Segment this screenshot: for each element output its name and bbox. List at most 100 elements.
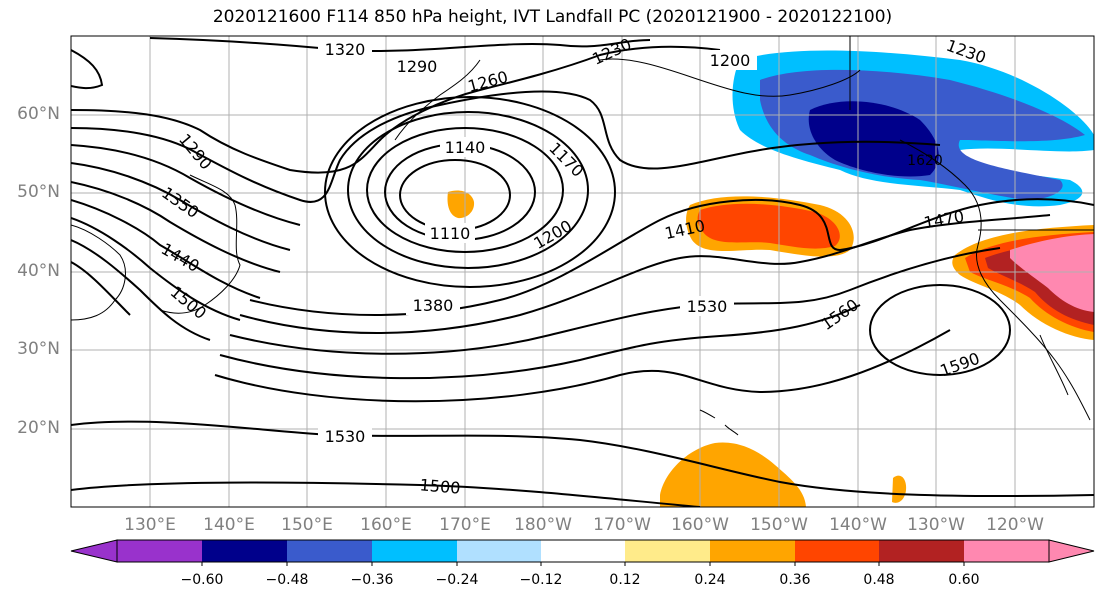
coastline-alaska xyxy=(599,58,861,97)
lat-label: 40°N xyxy=(17,261,60,281)
svg-text:1470: 1470 xyxy=(922,207,965,233)
contour-label: 1260 xyxy=(466,67,510,96)
svg-text:1560: 1560 xyxy=(818,295,862,334)
coastline-north-america xyxy=(899,139,1091,421)
svg-text:1260: 1260 xyxy=(466,67,510,96)
ivt-negative-region-core xyxy=(808,101,939,177)
lon-label: 150°W xyxy=(750,515,808,535)
lat-label: 50°N xyxy=(17,182,60,202)
svg-text:1350: 1350 xyxy=(158,183,202,222)
coastline-hawaii xyxy=(699,409,739,436)
ivt-positive-westus-pink xyxy=(1010,234,1094,312)
lat-label: 20°N xyxy=(17,418,60,438)
colorbar-tick-label: −0.24 xyxy=(435,572,479,588)
contour-line xyxy=(71,144,301,226)
colorbar-tick-label: 0.48 xyxy=(863,572,895,588)
contour-label: 1560 xyxy=(818,295,862,334)
lon-label: 180°W xyxy=(514,515,572,535)
colorbar-extend-low xyxy=(70,539,118,563)
contour-line xyxy=(249,198,1094,316)
svg-text:1530: 1530 xyxy=(325,427,366,446)
ivt-positive-midpacific-core xyxy=(697,203,840,249)
lon-label: 120°W xyxy=(986,515,1044,535)
svg-text:1200: 1200 xyxy=(710,51,751,70)
coastline-asia xyxy=(71,224,126,321)
lon-label: 140°W xyxy=(829,515,887,535)
colorbar-bin xyxy=(625,540,710,562)
coastlines xyxy=(71,36,1094,436)
svg-text:1380: 1380 xyxy=(413,296,454,315)
lon-label: 170°E xyxy=(439,515,491,535)
contour-line xyxy=(71,239,211,341)
colorbar-tick-marks xyxy=(201,562,965,566)
colorbar-tick-label: 0.24 xyxy=(694,572,726,588)
contour-line xyxy=(71,45,721,174)
colorbar-tick-label: −0.48 xyxy=(265,572,309,588)
colorbar-bin xyxy=(541,540,625,562)
contour-label: 1380 xyxy=(406,295,460,315)
colorbar-tick-label: −0.60 xyxy=(180,572,224,588)
contour-label: 1320 xyxy=(318,39,372,59)
contour-label: 1350 xyxy=(158,183,202,222)
contour-label: 1590 xyxy=(937,349,982,381)
svg-text:1320: 1320 xyxy=(325,40,366,59)
contour-label: 1530 xyxy=(680,296,734,316)
contour-line xyxy=(71,199,261,299)
contour-line xyxy=(71,181,281,273)
gridlines xyxy=(71,36,1094,507)
svg-text:1500: 1500 xyxy=(419,475,461,497)
colorbar xyxy=(70,539,1095,566)
contour-label: 1470 xyxy=(922,207,965,233)
svg-text:1590: 1590 xyxy=(937,349,982,381)
contour-line xyxy=(219,304,861,380)
contour-label: 1230 xyxy=(589,34,634,68)
svg-text:1500: 1500 xyxy=(167,282,210,323)
contour-line xyxy=(214,329,951,403)
colorbar-bin xyxy=(795,540,879,562)
contour-line xyxy=(71,481,701,507)
contour-label: 1500 xyxy=(419,475,461,497)
colorbar-bin xyxy=(964,540,1049,562)
colorbar-tick-label: 0.36 xyxy=(779,572,811,588)
contour-line xyxy=(71,261,131,316)
coastline-baja xyxy=(1039,334,1069,396)
contour-line xyxy=(71,162,291,251)
contour-label: 1290 xyxy=(390,56,444,76)
height-contours xyxy=(71,37,1094,507)
contour-line xyxy=(229,247,1001,355)
svg-text:1290: 1290 xyxy=(397,57,438,76)
svg-text:1200: 1200 xyxy=(530,216,575,253)
contour-label: 1620 xyxy=(907,153,943,169)
map-title: 2020121600 F114 850 hPa height, IVT Land… xyxy=(212,7,893,27)
contour-line xyxy=(71,49,104,90)
lon-label: 150°E xyxy=(281,515,333,535)
svg-text:1230: 1230 xyxy=(589,34,634,68)
contour-label: 1440 xyxy=(158,239,203,276)
colorbar-bin xyxy=(710,540,795,562)
contour-label: 1140 xyxy=(440,137,490,157)
svg-text:1440: 1440 xyxy=(158,239,203,276)
contour-label: 1500 xyxy=(167,282,210,323)
svg-text:1110: 1110 xyxy=(430,224,471,243)
coastline-kamchatka xyxy=(394,59,481,141)
colorbar-bin xyxy=(117,540,202,562)
colorbar-bin xyxy=(879,540,964,562)
colorbar-bin xyxy=(372,540,457,562)
svg-text:1620: 1620 xyxy=(907,153,943,169)
lon-label: 130°E xyxy=(124,515,176,535)
contour-line xyxy=(149,37,651,53)
colorbar-bin xyxy=(287,540,372,562)
ivt-positive-small-blob xyxy=(447,190,475,219)
contour-line xyxy=(239,214,1051,334)
contour-ring xyxy=(869,284,1011,376)
colorbar-bin xyxy=(202,540,287,562)
svg-text:1140: 1140 xyxy=(445,138,486,157)
contour-label: 1200 xyxy=(703,50,757,70)
contour-ring xyxy=(366,127,564,253)
map-frame xyxy=(70,35,1095,508)
ivt-positive-subtropical-small xyxy=(892,475,907,503)
colorbar-tick-label: −0.36 xyxy=(350,572,394,588)
lon-label: 140°E xyxy=(203,515,255,535)
contour-line xyxy=(71,420,1094,498)
